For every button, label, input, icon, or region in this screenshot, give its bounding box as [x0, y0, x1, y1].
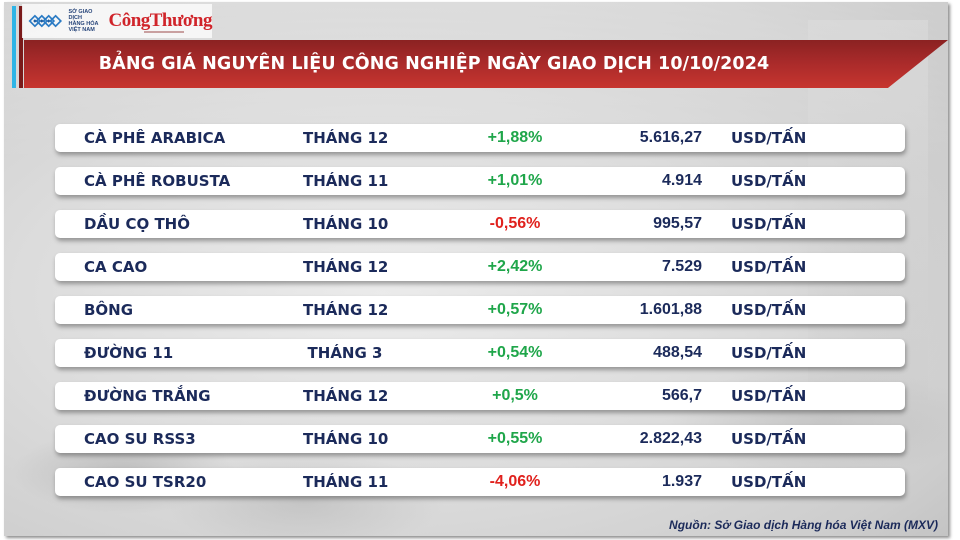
price-value: 1.937 — [661, 473, 702, 490]
source-note: Nguồn: Sở Giao dịch Hàng hóa Việt Nam (M… — [669, 518, 938, 532]
commodity-name: ĐƯỜNG 11 — [84, 344, 174, 362]
percent-change: +0,5% — [492, 387, 538, 404]
table-row: CÀ PHÊ ARABICA THÁNG 12 +1,88% 5.616,27 … — [55, 124, 905, 152]
price-value: 5.616,27 — [639, 129, 702, 146]
price-value: 566,7 — [661, 387, 702, 404]
publisher-logo-underline — [144, 31, 185, 33]
contract-month: THÁNG 12 — [303, 301, 389, 319]
commodity-name: ĐƯỜNG TRẮNG — [84, 387, 211, 405]
percent-change: +0,55% — [487, 430, 543, 447]
price-value: 488,54 — [653, 344, 702, 361]
page-title: BẢNG GIÁ NGUYÊN LIỆU CÔNG NGHIỆP NGÀY GI… — [98, 54, 770, 74]
price-unit: USD/TẤN — [731, 387, 807, 405]
table-row: CAO SU TSR20 THÁNG 11 -4,06% 1.937 USD/T… — [55, 468, 905, 496]
table-row: ĐƯỜNG TRẮNG THÁNG 12 +0,5% 566,7 USD/TẤN — [55, 382, 905, 410]
price-value: 1.601,88 — [639, 301, 702, 318]
contract-month: THÁNG 12 — [303, 258, 389, 276]
price-unit: USD/TẤN — [731, 129, 807, 147]
price-unit: USD/TẤN — [731, 430, 807, 448]
commodity-name: CÀ PHÊ ROBUSTA — [84, 172, 231, 190]
percent-change: +0,57% — [487, 301, 543, 318]
commodity-name: DẦU CỌ THÔ — [84, 215, 190, 233]
commodity-name: CÀ PHÊ ARABICA — [84, 129, 226, 147]
price-unit: USD/TẤN — [731, 344, 807, 362]
contract-month: THÁNG 11 — [303, 172, 389, 190]
price-value: 2.822,43 — [639, 430, 702, 447]
logo-area: SỞ GIAO DỊCH HÀNG HÓA VIỆT NAM CôngThươn… — [22, 4, 212, 38]
contract-month: THÁNG 3 — [307, 344, 383, 362]
commodity-name: CAO SU TSR20 — [84, 473, 207, 491]
price-unit: USD/TẤN — [731, 258, 807, 276]
mxv-logo-text: SỞ GIAO DỊCH HÀNG HÓA VIỆT NAM — [68, 9, 99, 33]
contract-month: THÁNG 11 — [303, 473, 389, 491]
table-row: BÔNG THÁNG 12 +0,57% 1.601,88 USD/TẤN — [55, 296, 905, 324]
contract-month: THÁNG 10 — [303, 430, 389, 448]
table-row: CÀ PHÊ ROBUSTA THÁNG 11 +1,01% 4.914 USD… — [55, 167, 905, 195]
price-unit: USD/TẤN — [731, 215, 807, 233]
contract-month: THÁNG 12 — [303, 387, 389, 405]
percent-change: +2,42% — [487, 258, 543, 275]
commodity-name: CA CAO — [84, 258, 148, 276]
contract-month: THÁNG 12 — [303, 129, 389, 147]
table-row: CAO SU RSS3 THÁNG 10 +0,55% 2.822,43 USD… — [55, 425, 905, 453]
accent-bar-blue — [12, 6, 16, 88]
price-value: 995,57 — [653, 215, 702, 232]
contract-month: THÁNG 10 — [303, 215, 389, 233]
mxv-logo-icon — [28, 14, 63, 28]
table-row: CA CAO THÁNG 12 +2,42% 7.529 USD/TẤN — [55, 253, 905, 281]
percent-change: +0,54% — [487, 344, 543, 361]
price-unit: USD/TẤN — [731, 473, 807, 491]
commodity-name: BÔNG — [84, 301, 134, 319]
price-value: 4.914 — [661, 172, 702, 189]
price-unit: USD/TẤN — [731, 301, 807, 319]
percent-change: -0,56% — [489, 215, 541, 232]
publisher-logo: CôngThương — [108, 10, 212, 33]
accent-bar-red — [19, 6, 23, 88]
price-value: 7.529 — [661, 258, 702, 275]
title-banner — [24, 40, 948, 88]
percent-change: -4,06% — [489, 473, 541, 490]
table-row: DẦU CỌ THÔ THÁNG 10 -0,56% 995,57 USD/TẤ… — [55, 210, 905, 238]
table-row: ĐƯỜNG 11 THÁNG 3 +0,54% 488,54 USD/TẤN — [55, 339, 905, 367]
commodity-name: CAO SU RSS3 — [84, 430, 196, 448]
price-unit: USD/TẤN — [731, 172, 807, 190]
percent-change: +1,88% — [487, 129, 543, 146]
percent-change: +1,01% — [487, 172, 543, 189]
